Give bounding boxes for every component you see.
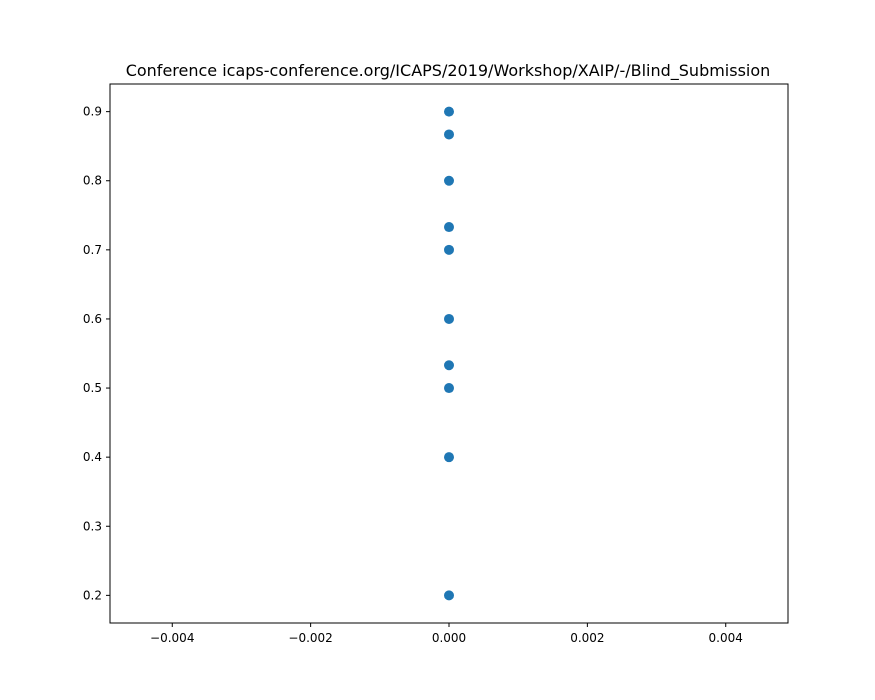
x-tick-label: 0.002 — [570, 631, 604, 645]
y-tick-label: 0.2 — [83, 588, 102, 602]
x-tick-label: 0.004 — [709, 631, 743, 645]
scatter-point — [444, 106, 454, 117]
y-tick-label: 0.4 — [83, 450, 102, 464]
y-tick-label: 0.6 — [83, 312, 102, 326]
scatter-point — [444, 360, 454, 371]
x-tick-label: 0.000 — [432, 631, 466, 645]
scatter-point — [444, 129, 454, 140]
scatter-point — [444, 244, 454, 255]
x-tick-label: −0.002 — [288, 631, 332, 645]
x-axis: −0.004 −0.002 0.000 0.002 0.004 — [150, 623, 743, 645]
y-tick-label: 0.9 — [83, 105, 102, 119]
y-tick-label: 0.7 — [83, 243, 102, 257]
scatter-point — [444, 313, 454, 324]
x-tick-label: −0.004 — [150, 631, 194, 645]
scatter-point — [444, 383, 454, 394]
y-tick-label: 0.3 — [83, 519, 102, 533]
data-points — [444, 106, 454, 601]
chart-title: Conference icaps-conference.org/ICAPS/20… — [126, 61, 771, 81]
scatter-point — [444, 175, 454, 186]
y-tick-label: 0.8 — [83, 174, 102, 188]
y-axis: 0.2 0.3 0.4 0.5 0.6 0.7 0.8 0.9 — [83, 105, 110, 602]
y-tick-label: 0.5 — [83, 381, 102, 395]
scatter-point — [444, 452, 454, 463]
scatter-point — [444, 590, 454, 601]
scatter-point — [444, 222, 454, 233]
